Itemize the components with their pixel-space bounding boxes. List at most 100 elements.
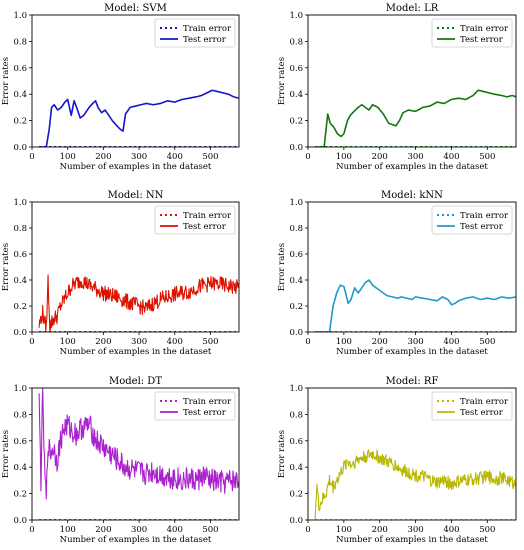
y-tick-label: 0.4 bbox=[13, 463, 27, 473]
y-tick-label: 0.4 bbox=[13, 276, 27, 286]
x-axis-label: Number of examples in the dataset bbox=[60, 347, 212, 357]
y-tick-label: 0.0 bbox=[13, 143, 27, 153]
y-axis-label: Error rates bbox=[277, 430, 287, 478]
x-tick-label: 0 bbox=[29, 337, 34, 347]
x-tick-label: 300 bbox=[131, 525, 147, 535]
y-tick-label: 0.6 bbox=[13, 64, 27, 74]
x-tick-label: 200 bbox=[372, 152, 388, 162]
x-tick-label: 200 bbox=[95, 525, 111, 535]
x-tick-label: 0 bbox=[305, 152, 310, 162]
x-tick-label: 0 bbox=[29, 152, 34, 162]
test-error-line bbox=[38, 388, 239, 500]
x-tick-label: 500 bbox=[202, 525, 218, 535]
y-axis-label: Error rates bbox=[1, 57, 11, 105]
x-tick-label: 500 bbox=[479, 337, 495, 347]
y-tick-label: 0.8 bbox=[13, 410, 27, 420]
x-tick-label: 400 bbox=[443, 337, 459, 347]
x-tick-label: 400 bbox=[167, 337, 183, 347]
y-tick-label: 0.6 bbox=[13, 250, 27, 260]
y-axis-label: Error rates bbox=[277, 57, 287, 105]
x-tick-label: 400 bbox=[443, 525, 459, 535]
chart-title: Model: kNN bbox=[381, 190, 443, 201]
x-tick-label: 100 bbox=[336, 337, 352, 347]
chart-title: Model: DT bbox=[109, 376, 162, 387]
chart-panel-5: Model: RF 0.0 0.2 0.4 0.6 0.8 1.0 0 100 200 300 400… bbox=[277, 376, 517, 545]
legend-label: Test error bbox=[460, 408, 504, 418]
y-tick-label: 0.8 bbox=[289, 410, 303, 420]
chart-panel-3: Model: kNN 0.0 0.2 0.4 0.6 0.8 1.0 0 100 200 300 40… bbox=[277, 190, 517, 357]
plot-frame bbox=[307, 201, 517, 333]
y-tick-label: 0.4 bbox=[289, 463, 303, 473]
y-tick-label: 0.2 bbox=[289, 117, 303, 127]
chart-title: Model: RF bbox=[386, 376, 439, 387]
x-tick-label: 100 bbox=[336, 525, 352, 535]
x-tick-label: 200 bbox=[372, 525, 388, 535]
plot-frame bbox=[31, 387, 240, 521]
y-tick-label: 0.8 bbox=[13, 37, 27, 47]
legend-label: Test error bbox=[183, 222, 227, 232]
y-tick-label: 0.4 bbox=[13, 90, 27, 100]
x-tick-label: 500 bbox=[479, 525, 495, 535]
x-tick-label: 100 bbox=[60, 525, 76, 535]
chart-title: Model: NN bbox=[108, 190, 164, 201]
legend-box bbox=[154, 391, 236, 421]
x-tick-label: 400 bbox=[167, 152, 183, 162]
x-tick-label: 0 bbox=[305, 525, 310, 535]
x-tick-label: 300 bbox=[407, 525, 423, 535]
legend-label: Train error bbox=[460, 397, 509, 407]
legend-label: Train error bbox=[183, 397, 232, 407]
x-tick-label: 400 bbox=[443, 152, 459, 162]
plot-frame bbox=[31, 14, 240, 148]
legend-label: Train error bbox=[460, 211, 509, 221]
y-tick-label: 0.0 bbox=[289, 328, 303, 338]
x-axis-label: Number of examples in the dataset bbox=[336, 535, 488, 545]
legend-box bbox=[154, 205, 236, 235]
y-axis-label: Error rates bbox=[1, 243, 11, 291]
test-error-line bbox=[315, 279, 516, 332]
chart-title: Model: LR bbox=[386, 3, 439, 14]
plot-frame bbox=[307, 387, 517, 521]
x-tick-label: 100 bbox=[336, 152, 352, 162]
chart-title: Model: SVM bbox=[104, 3, 167, 14]
y-tick-label: 0.6 bbox=[289, 64, 303, 74]
y-axis-label: Error rates bbox=[277, 243, 287, 291]
plot-frame bbox=[31, 201, 240, 333]
y-tick-label: 0.4 bbox=[289, 276, 303, 286]
x-axis-label: Number of examples in the dataset bbox=[60, 162, 212, 172]
x-tick-label: 300 bbox=[407, 337, 423, 347]
chart-panel-0: Model: SVM 0.0 0.2 0.4 0.6 0.8 1.0 0 100 200 300 40… bbox=[1, 3, 240, 172]
legend-box bbox=[431, 18, 513, 48]
x-tick-label: 200 bbox=[95, 337, 111, 347]
y-axis-label: Error rates bbox=[1, 430, 11, 478]
y-tick-label: 0.2 bbox=[289, 302, 303, 312]
legend-label: Test error bbox=[460, 222, 504, 232]
y-tick-label: 0.6 bbox=[289, 250, 303, 260]
chart-panel-2: Model: NN 0.0 0.2 0.4 0.6 0.8 1.0 0 100 200 300 400… bbox=[1, 190, 240, 357]
legend-label: Test error bbox=[183, 35, 227, 45]
x-tick-label: 200 bbox=[95, 152, 111, 162]
y-tick-label: 0.8 bbox=[13, 224, 27, 234]
legend-box bbox=[154, 18, 236, 48]
y-tick-label: 0.2 bbox=[13, 490, 27, 500]
y-tick-label: 0.0 bbox=[289, 143, 303, 153]
legend-box bbox=[431, 205, 513, 235]
y-tick-label: 0.6 bbox=[289, 437, 303, 447]
test-error-line bbox=[39, 89, 239, 147]
y-tick-label: 0.0 bbox=[289, 516, 303, 526]
y-tick-label: 1.0 bbox=[13, 11, 27, 21]
x-tick-label: 100 bbox=[60, 152, 76, 162]
plot-frame bbox=[307, 14, 517, 148]
legend-label: Train error bbox=[183, 24, 232, 34]
test-error-line bbox=[38, 274, 239, 332]
x-tick-label: 300 bbox=[407, 152, 423, 162]
x-axis-label: Number of examples in the dataset bbox=[60, 535, 212, 545]
x-tick-label: 500 bbox=[479, 152, 495, 162]
y-tick-label: 0.2 bbox=[289, 490, 303, 500]
y-tick-label: 1.0 bbox=[13, 384, 27, 394]
y-tick-label: 1.0 bbox=[289, 384, 303, 394]
y-tick-label: 0.6 bbox=[13, 437, 27, 447]
x-tick-label: 500 bbox=[202, 152, 218, 162]
x-axis-label: Number of examples in the dataset bbox=[336, 162, 488, 172]
y-tick-label: 0.4 bbox=[289, 90, 303, 100]
